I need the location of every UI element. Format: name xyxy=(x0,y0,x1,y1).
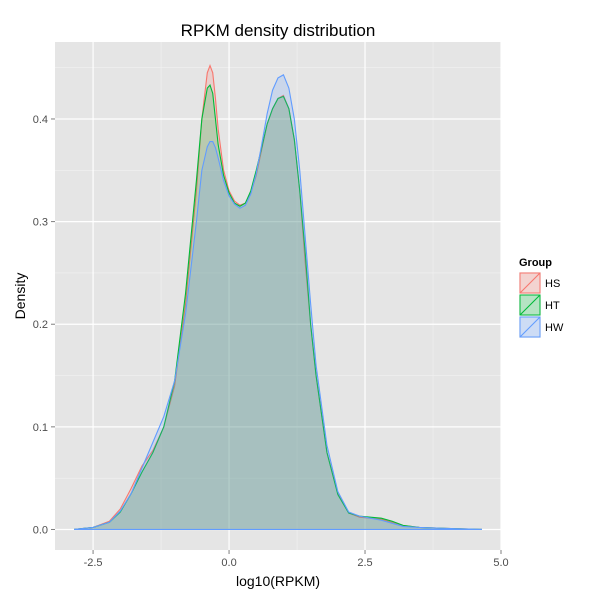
y-tick-label: 0.3 xyxy=(33,217,48,229)
x-tick-label: 0.0 xyxy=(221,557,236,569)
legend-title: Group xyxy=(519,257,552,269)
chart-title: RPKM density distribution xyxy=(181,21,376,40)
legend-key-line xyxy=(519,316,541,338)
density-line-hw xyxy=(73,74,482,531)
y-tick-label: 0.4 xyxy=(33,114,48,126)
plot-panel xyxy=(55,42,501,550)
density-area-hs xyxy=(74,65,482,530)
legend-items: HS HT HW xyxy=(519,272,564,338)
y-tick-label: 0.2 xyxy=(33,319,48,331)
x-tick-label: -2.5 xyxy=(84,557,103,569)
legend-label: HW xyxy=(545,322,564,334)
y-axis-ticks: 0.0 0.1 0.2 0.3 0.4 xyxy=(33,114,55,536)
x-axis-title: log10(RPKM) xyxy=(236,573,320,589)
legend-item-hs: HS xyxy=(519,272,560,294)
legend-item-hw: HW xyxy=(519,316,564,338)
legend: Group HS HT HW xyxy=(519,257,564,338)
legend-label: HT xyxy=(545,300,560,312)
y-tick-label: 0.0 xyxy=(33,524,48,536)
legend-key-line xyxy=(519,272,541,294)
legend-item-ht: HT xyxy=(519,294,560,316)
legend-label: HS xyxy=(545,278,560,290)
grid-lines xyxy=(55,42,502,550)
x-axis-ticks: -2.5 0.0 2.5 5.0 xyxy=(84,550,509,569)
series-layer xyxy=(73,64,482,531)
y-tick-label: 0.1 xyxy=(33,422,48,434)
x-tick-label: 5.0 xyxy=(493,557,508,569)
y-axis-title: Density xyxy=(12,273,28,320)
density-area-ht xyxy=(74,85,482,530)
legend-key-line xyxy=(519,294,541,316)
x-tick-label: 2.5 xyxy=(357,557,372,569)
density-area-hw xyxy=(74,74,482,530)
